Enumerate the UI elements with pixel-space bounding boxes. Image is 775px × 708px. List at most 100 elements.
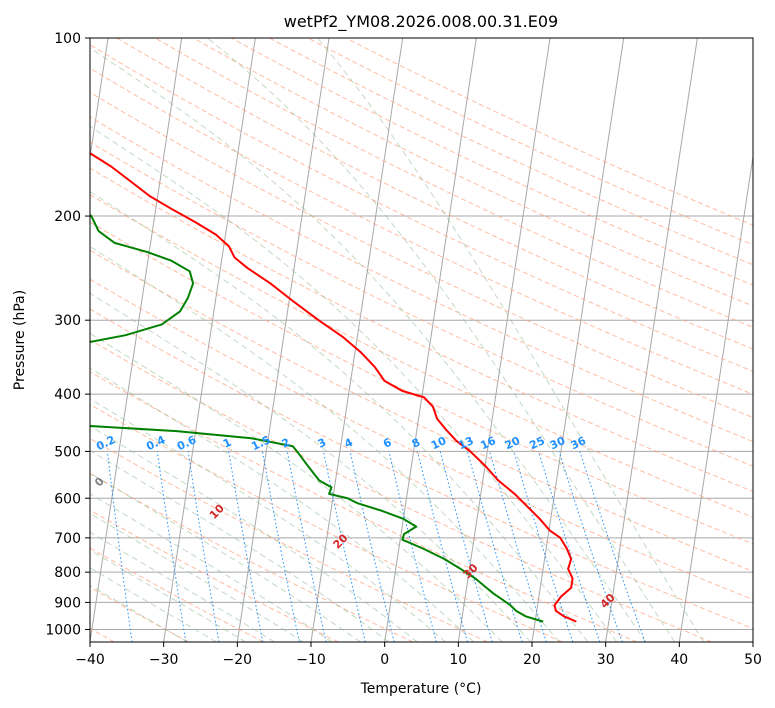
y-tick-label: 1000 xyxy=(45,623,81,639)
x-tick-label: 30 xyxy=(597,652,615,668)
moist-adiabat-line xyxy=(90,549,246,642)
moist-adiabat-line xyxy=(207,38,676,642)
x-tick-label: 10 xyxy=(449,652,467,668)
isotherm-line xyxy=(163,38,256,642)
moist-adiabat-line xyxy=(90,531,275,642)
mixing-ratio-line xyxy=(489,451,547,642)
isotherm-line xyxy=(678,153,753,642)
mixing-ratio-label: 10 xyxy=(429,434,449,452)
mixing-ratio-line xyxy=(187,451,220,642)
x-tick-label: 40 xyxy=(670,652,688,668)
dewpoint-profile-line xyxy=(90,213,544,623)
mixing-ratio-line xyxy=(388,451,437,642)
mixing-ratio-label: 13 xyxy=(456,434,475,452)
mixing-ratio-label: 20 xyxy=(503,434,523,452)
mixing-ratio-label: 30 xyxy=(548,434,568,452)
profile-lines xyxy=(90,152,577,623)
chart-title: wetPf2_YM08.2026.008.00.31.E09 xyxy=(284,12,558,32)
dry-adiabat-line xyxy=(90,278,753,601)
mixing-ratio-line xyxy=(261,451,300,642)
dry-adiabat-line xyxy=(345,38,753,226)
axes: −40 −30 −20 −10 0 10 20 30 40 50 1000 900 800 700 600 5… xyxy=(45,31,762,668)
isotherm-line xyxy=(310,38,404,642)
dry-adiabat-line xyxy=(192,38,753,307)
moist-adiabat-line xyxy=(90,472,361,642)
moist-adiabat-line xyxy=(90,425,418,642)
mixing-ratio-line xyxy=(558,451,623,642)
temperature-profile-line xyxy=(90,152,577,623)
moist-adiabat-line xyxy=(90,367,475,642)
y-tick-label: 800 xyxy=(54,565,81,581)
mixing-ratio-line xyxy=(513,451,574,642)
moist-adiabat-line xyxy=(317,38,705,642)
isotherm-line xyxy=(605,38,698,642)
dry-adiabat-line xyxy=(116,38,753,350)
y-tick-label: 600 xyxy=(54,491,81,507)
dry-adiabat-line xyxy=(90,308,753,630)
dry-adiabat-line xyxy=(90,249,753,572)
x-tick-label: 50 xyxy=(744,652,762,668)
isotherm-line xyxy=(236,38,330,642)
mixing-ratio-line xyxy=(156,451,187,642)
x-tick-label: 0 xyxy=(380,652,389,668)
mixing-ratio-line xyxy=(467,451,523,642)
x-tick-label: 20 xyxy=(523,652,541,668)
moist-adiabat-line xyxy=(90,47,647,642)
y-tick-label: 400 xyxy=(54,387,81,403)
mixing-ratio-line xyxy=(286,451,327,642)
mixing-ratio-label: 25 xyxy=(527,434,546,452)
dry-adiabat-line xyxy=(90,116,753,443)
dry-adiabat-line xyxy=(90,67,753,395)
isotherm-line xyxy=(90,38,109,161)
dry-adiabat-line xyxy=(90,194,753,518)
mixing-ratio-line xyxy=(416,451,468,642)
isotherm-line xyxy=(531,38,625,642)
plot-area xyxy=(90,38,753,642)
mixing-ratio-line xyxy=(349,451,395,642)
moist-adiabat-line xyxy=(90,567,217,642)
isotherm-line xyxy=(384,38,477,642)
mixing-ratio-line xyxy=(579,451,646,642)
dry-adiabat-line xyxy=(90,473,414,642)
x-tick-label: −20 xyxy=(223,652,253,668)
y-tick-label: 900 xyxy=(54,595,81,611)
moist-adiabat-line xyxy=(90,584,188,642)
dry-adiabat-line xyxy=(90,91,753,419)
x-axis-label: Temperature (°C) xyxy=(360,681,482,697)
y-tick-label: 200 xyxy=(54,209,81,225)
plot-frame xyxy=(89,37,754,643)
mixing-ratio-line xyxy=(439,451,493,642)
mixing-ratio-line xyxy=(538,451,601,642)
mixing-ratio-line xyxy=(322,451,366,642)
dry-adiabat-line xyxy=(90,509,339,642)
dry-adiabat-line xyxy=(90,44,753,372)
dry-adiabat-line xyxy=(90,141,753,467)
dry-adiabat-line xyxy=(154,38,753,328)
x-tick-label: −30 xyxy=(149,652,179,668)
dry-adiabat-line xyxy=(307,38,753,246)
isotherm-line xyxy=(90,38,183,642)
moist-adiabat-line xyxy=(90,292,532,642)
y-tick-label: 700 xyxy=(54,531,81,547)
moist-adiabat-line xyxy=(90,332,503,642)
mixing-ratio-line xyxy=(228,451,264,642)
dry-adiabat-line xyxy=(90,167,753,492)
moist-adiabat-line xyxy=(90,398,446,642)
moist-adiabat-line xyxy=(90,191,589,642)
mixing-ratio-line xyxy=(106,451,133,642)
dry-adiabat-line xyxy=(231,38,753,286)
mixing-ratio-label: 16 xyxy=(478,434,498,452)
dry-adiabat-line xyxy=(90,221,753,545)
y-tick-label: 500 xyxy=(54,444,81,460)
y-tick-label: 100 xyxy=(54,31,81,47)
moist-adiabat-line xyxy=(90,449,390,642)
line-labels: 0.20.40.611.52346810131620253036-100-90-… xyxy=(92,433,618,611)
x-tick-label: −10 xyxy=(296,652,326,668)
isotherm-line xyxy=(457,38,551,642)
y-axis-label: Pressure (hPa) xyxy=(12,290,28,390)
mixing-ratio-label: 36 xyxy=(569,434,589,452)
x-tick-label: −40 xyxy=(75,652,105,668)
y-tick-label: 300 xyxy=(54,313,81,329)
moist-adiabat-line xyxy=(90,246,560,642)
